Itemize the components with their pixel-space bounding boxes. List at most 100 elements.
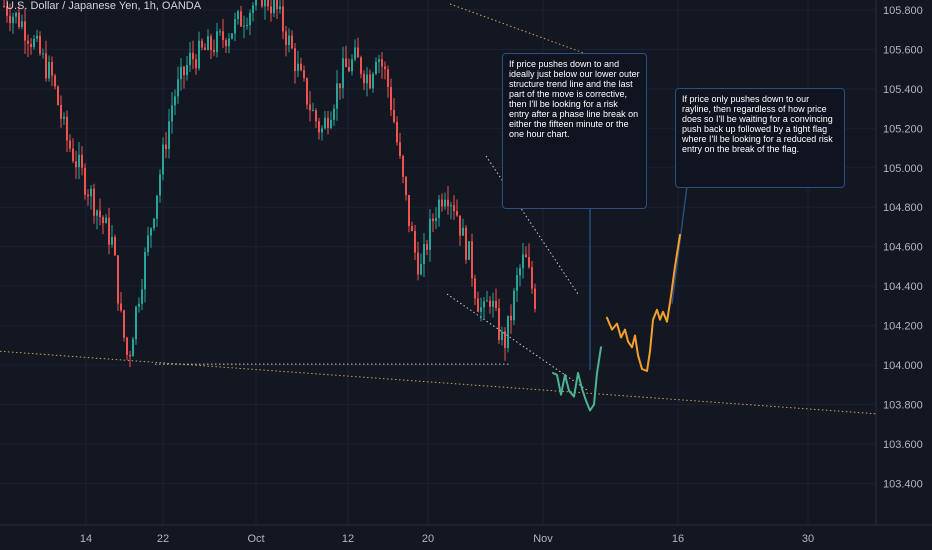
candle-body bbox=[510, 315, 512, 321]
candle-body bbox=[366, 74, 368, 84]
time-tick-label: 16 bbox=[672, 533, 684, 545]
candle-body bbox=[417, 252, 419, 275]
candle-body bbox=[63, 116, 65, 119]
candle-body bbox=[237, 11, 239, 20]
time-axis[interactable]: 14 22 Oct 12 20 Nov 16 30 bbox=[0, 524, 932, 545]
candle-body bbox=[435, 218, 437, 222]
candle-body bbox=[231, 33, 233, 39]
price-tick-label: 104.600 bbox=[883, 242, 923, 254]
candle-body bbox=[297, 63, 299, 71]
candle-body bbox=[420, 264, 422, 275]
candle-body bbox=[339, 83, 341, 89]
candle-body bbox=[360, 57, 362, 74]
callout-note-2[interactable]: If price only pushes down to our rayline… bbox=[675, 88, 845, 188]
price-tick-label: 104.400 bbox=[883, 281, 923, 293]
candle-body bbox=[3, 5, 5, 7]
candle-body bbox=[102, 217, 104, 224]
time-tick-label: 22 bbox=[157, 533, 169, 545]
candle-body bbox=[345, 58, 347, 68]
candle-body bbox=[447, 199, 449, 207]
candle-body bbox=[372, 73, 374, 89]
candle-body bbox=[189, 52, 191, 66]
candle-body bbox=[276, 0, 278, 10]
candle-body bbox=[414, 231, 416, 253]
candle-body bbox=[327, 117, 329, 129]
candle-body bbox=[531, 267, 533, 289]
price-tick-label: 105.200 bbox=[883, 123, 923, 135]
price-tick-label: 105.000 bbox=[883, 163, 923, 175]
drawings bbox=[0, 3, 932, 419]
candle-body bbox=[333, 108, 335, 120]
price-axis[interactable]: 105.800 105.600 105.400 105.200 105.000 104.8… bbox=[875, 0, 932, 550]
candle-body bbox=[525, 254, 527, 258]
candle-body bbox=[402, 156, 404, 177]
candle-body bbox=[309, 104, 311, 111]
upper-outer-trend-line bbox=[449, 3, 591, 56]
candle-body bbox=[483, 301, 485, 308]
candle-body bbox=[336, 83, 338, 109]
candle-body bbox=[432, 218, 434, 222]
candle-body bbox=[522, 254, 524, 269]
candle-body bbox=[465, 227, 467, 260]
candle-body bbox=[393, 109, 395, 122]
candle-body bbox=[240, 11, 242, 27]
price-tick-label: 103.400 bbox=[883, 478, 923, 490]
candle-body bbox=[342, 58, 344, 89]
candle-body bbox=[318, 121, 320, 133]
candle-body bbox=[96, 210, 98, 216]
candle-body bbox=[474, 278, 476, 299]
candle-body bbox=[156, 195, 158, 219]
candle-body bbox=[66, 116, 68, 141]
candle-body bbox=[192, 52, 194, 60]
candle-body bbox=[54, 75, 56, 87]
candle-body bbox=[204, 47, 206, 51]
candle-body bbox=[489, 300, 491, 307]
candle-body bbox=[69, 140, 71, 149]
candle-body bbox=[423, 244, 425, 265]
candle-body bbox=[117, 255, 119, 304]
candle-body bbox=[180, 66, 182, 80]
candle-body bbox=[198, 40, 200, 69]
callout-note-2-text: If price only pushes down to our rayline… bbox=[682, 94, 833, 154]
candles bbox=[3, 0, 536, 368]
candle-body bbox=[384, 66, 386, 70]
candle-body bbox=[138, 303, 140, 307]
candle-body bbox=[27, 40, 29, 44]
candle-body bbox=[186, 65, 188, 76]
candle-body bbox=[399, 142, 401, 157]
candle-body bbox=[300, 63, 302, 71]
price-tick-label: 104.200 bbox=[883, 321, 923, 333]
candle-body bbox=[33, 38, 35, 48]
time-tick-label: 20 bbox=[422, 533, 434, 545]
candle-body bbox=[324, 117, 326, 129]
candle-body bbox=[78, 154, 80, 168]
candle-body bbox=[516, 275, 518, 291]
candle-body bbox=[90, 188, 92, 197]
candle-body bbox=[201, 40, 203, 48]
candle-body bbox=[450, 205, 452, 207]
price-tick-label: 105.800 bbox=[883, 5, 923, 17]
candle-body bbox=[195, 59, 197, 69]
callout-note-1-text: If price pushes down to and ideally just… bbox=[509, 59, 640, 139]
candle-body bbox=[132, 339, 134, 357]
callout-note-1[interactable]: If price pushes down to and ideally just… bbox=[502, 53, 647, 209]
candle-body bbox=[222, 31, 224, 41]
candle-body bbox=[135, 306, 137, 340]
candle-body bbox=[315, 110, 317, 122]
candle-body bbox=[21, 21, 23, 28]
candle-body bbox=[303, 70, 305, 79]
candle-body bbox=[267, 0, 269, 7]
candle-body bbox=[153, 218, 155, 229]
candle-body bbox=[429, 218, 431, 250]
time-tick-label: Nov bbox=[533, 533, 553, 545]
candle-body bbox=[273, 0, 275, 14]
candle-body bbox=[459, 215, 461, 236]
candle-body bbox=[123, 310, 125, 338]
candle-body bbox=[147, 235, 149, 253]
candle-body bbox=[411, 226, 413, 232]
candle-body bbox=[453, 205, 455, 212]
candle-body bbox=[495, 300, 497, 308]
candle-body bbox=[108, 217, 110, 245]
candle-body bbox=[210, 36, 212, 50]
